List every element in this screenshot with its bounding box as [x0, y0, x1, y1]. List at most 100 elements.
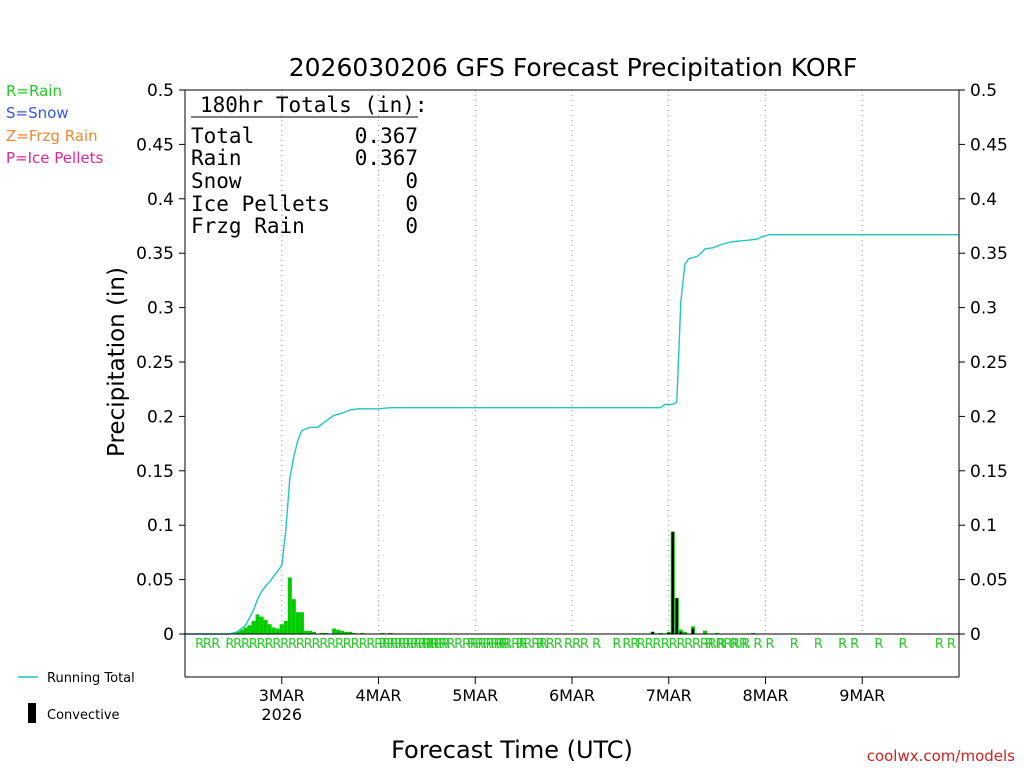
- type-marker: RRRRRRRRRRR: [423, 637, 510, 652]
- bar-h28: [336, 629, 341, 634]
- bar-h4: [239, 629, 244, 634]
- totals-label-rain: Rain: [191, 146, 242, 170]
- bar-h14: [279, 624, 284, 634]
- convective-legend-swatch: [28, 703, 36, 723]
- legend-frzg-rain: Z=Frzg Rain: [6, 127, 98, 145]
- bar-h17: [291, 599, 296, 634]
- x-tick-label: 5MAR: [452, 686, 498, 705]
- y-tick-label-left: 0.05: [136, 571, 174, 591]
- bar-h114: [682, 631, 687, 634]
- bar-h3: [235, 631, 240, 634]
- plot-frame: [184, 89, 960, 635]
- y-tick-label-right: 0.2: [970, 407, 997, 427]
- bar-h25: [324, 632, 329, 634]
- bar-h18: [295, 612, 300, 634]
- bar-series: [185, 531, 959, 635]
- chart-title: 2026030206 GFS Forecast Precipitation KO…: [289, 53, 858, 82]
- totals-label-total: Total: [191, 124, 254, 148]
- totals-value-rain: 0.367: [355, 146, 418, 170]
- bar-h16: [287, 577, 292, 634]
- y-tick-label-right: 0: [970, 625, 981, 645]
- type-marker: R: [899, 637, 908, 652]
- type-marker: R: [741, 637, 750, 652]
- totals-value-snow: 0: [405, 169, 418, 193]
- y-axis-ticks: 0 00.05 0.050.1 0.10.15 0.150.2 0.20.25 0.250.…: [136, 81, 1008, 645]
- x-tick-label: 4MAR: [355, 686, 401, 705]
- type-marker: R: [753, 637, 762, 652]
- type-marker: RRRR: [495, 637, 527, 652]
- convective-bar-h112: [675, 598, 679, 634]
- bar-h39: [380, 632, 385, 634]
- bar-h10: [263, 619, 268, 634]
- totals-label-frzg-rain: Frzg Rain: [191, 214, 305, 238]
- y-tick-label-right: 0.4: [970, 190, 997, 210]
- type-marker: RRRR: [516, 637, 548, 652]
- bar-h108: [658, 632, 663, 634]
- y-tick-label-left: 0.45: [136, 135, 174, 155]
- bar-h32: [352, 632, 357, 634]
- bar-h41: [388, 632, 393, 634]
- y-tick-label-left: 0.15: [136, 462, 174, 482]
- y-tick-label-left: 0.2: [147, 407, 174, 427]
- precip-type-markers: RR R RRRRRRRRRRRRRRRRRRRRRRRRRRRRRRRRRRRRR…: [195, 637, 957, 652]
- bar-h13: [275, 628, 280, 634]
- y-tick-label-left: 0.5: [147, 81, 174, 101]
- y-tick-label-right: 0.05: [970, 571, 1008, 591]
- type-marker: R: [814, 637, 823, 652]
- bar-h15: [283, 620, 288, 634]
- y-tick-label-left: 0: [163, 625, 174, 645]
- type-marker: R: [790, 637, 799, 652]
- x-tick-label: 8MAR: [742, 686, 788, 705]
- convective-bar-h111: [671, 531, 674, 634]
- totals-label-ice-pellets: Ice Pellets: [191, 192, 330, 216]
- y-tick-label-right: 0.25: [970, 353, 1008, 373]
- y-tick-label-right: 0.3: [970, 299, 997, 319]
- bar-h22: [311, 631, 317, 634]
- bar-h30: [344, 631, 349, 634]
- bar-h6: [247, 625, 252, 634]
- type-marker: R: [592, 637, 601, 652]
- type-marker: R: [564, 637, 573, 652]
- convective-bar-h116: [691, 628, 695, 634]
- bar-h5: [243, 627, 248, 634]
- bar-h9: [259, 616, 264, 634]
- type-marker: RRRRR: [467, 637, 507, 652]
- y-tick-label-left: 0.35: [136, 244, 174, 264]
- type-marker: R: [612, 637, 621, 652]
- credit-text: coolwx.com/models: [867, 747, 1015, 765]
- type-marker: RRRRRRRRRRR: [661, 637, 748, 652]
- y-tick-label-right: 0.35: [970, 244, 1008, 264]
- legend-ice-pellets: P=Ice Pellets: [6, 149, 103, 167]
- gridlines: [281, 90, 863, 634]
- type-marker: R: [705, 637, 714, 652]
- bar-h27: [332, 628, 337, 634]
- x-tick-label: 9MAR: [839, 686, 885, 705]
- convective-bar-h110: [667, 632, 670, 634]
- bar-h20: [303, 630, 308, 634]
- type-marker: R: [536, 637, 545, 652]
- x-axis-label: Forecast Time (UTC): [391, 736, 633, 764]
- bar-h29: [340, 630, 345, 634]
- y-tick-label-left: 0.1: [147, 516, 174, 536]
- legend-snow: S=Snow: [6, 104, 69, 122]
- type-marker: R: [947, 637, 956, 652]
- type-marker: R: [637, 637, 646, 652]
- type-marker: R: [850, 637, 859, 652]
- type-marker: R: [766, 637, 775, 652]
- totals-value-total: 0.367: [355, 124, 418, 148]
- bar-h12: [271, 627, 276, 634]
- y-tick-label-right: 0.1: [970, 516, 997, 536]
- x-tick-sublabel: 2026: [261, 705, 302, 724]
- type-marker: R: [211, 637, 220, 652]
- y-tick-label-right: 0.5: [970, 81, 997, 101]
- type-marker: R: [717, 637, 726, 652]
- convective-bar-h106: [651, 631, 654, 634]
- totals-box: 180hr Totals (in): Total 0.367 Rain 0.36…: [191, 93, 428, 238]
- totals-header: 180hr Totals (in):: [200, 93, 428, 117]
- type-marker: RR: [622, 637, 639, 652]
- bar-h31: [348, 631, 353, 634]
- legend-rain: R=Rain: [6, 82, 62, 100]
- bar-h119: [703, 630, 708, 634]
- totals-value-frzg-rain: 0: [405, 214, 418, 238]
